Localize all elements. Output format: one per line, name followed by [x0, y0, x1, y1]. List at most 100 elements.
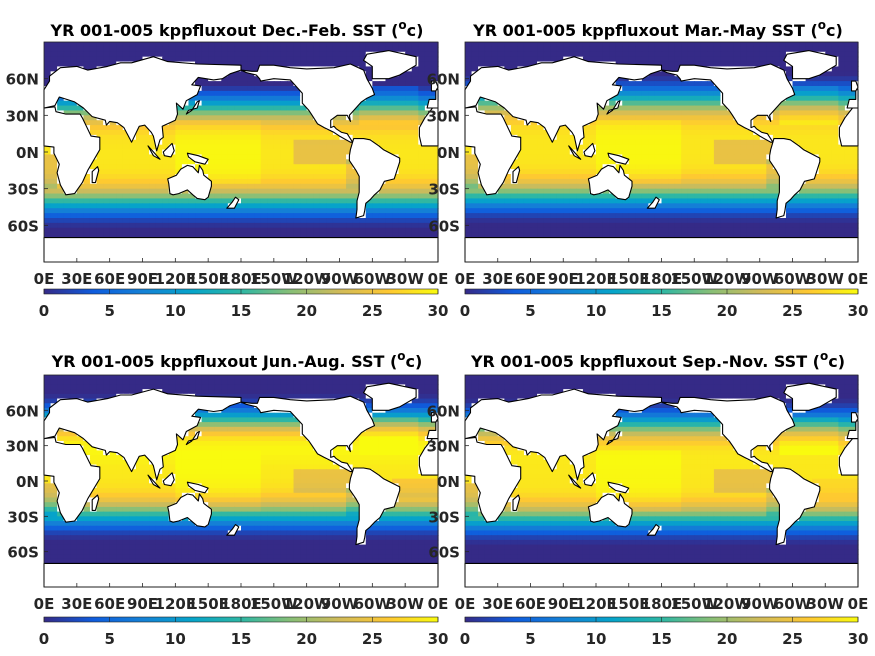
sst-cell [149, 232, 157, 239]
sst-cell [792, 120, 800, 126]
sst-cell [661, 198, 669, 204]
sst-cell [221, 110, 229, 116]
sst-cell [286, 61, 295, 68]
sst-cell [550, 169, 558, 175]
sst-cell [195, 130, 203, 136]
sst-cell [537, 46, 545, 53]
sst-cell [609, 100, 617, 107]
sst-cell [135, 227, 144, 234]
sst-cell [674, 213, 682, 219]
sst-cell [162, 174, 170, 180]
sst-cell [247, 139, 255, 146]
sst-cell [799, 115, 807, 121]
sst-cell [654, 125, 663, 131]
sst-cell [208, 227, 216, 234]
sst-cell [286, 232, 295, 239]
sst-cell [635, 193, 643, 200]
sst-cell [247, 232, 255, 239]
sst-cell [260, 115, 268, 121]
sst-cell [286, 213, 295, 219]
sst-cell [792, 134, 800, 141]
sst-cell [254, 188, 262, 195]
sst-cell [733, 154, 741, 160]
sst-cell [405, 139, 413, 146]
sst-cell [142, 222, 150, 229]
sst-cell [188, 198, 196, 204]
sst-cell [398, 178, 406, 185]
sst-cell [306, 222, 314, 229]
sst-cell [221, 213, 229, 219]
sst-cell [825, 183, 833, 190]
sst-cell [214, 81, 222, 87]
sst-cell [424, 42, 433, 48]
sst-cell [195, 227, 203, 234]
sst-cell [280, 193, 288, 200]
sst-cell [313, 169, 321, 175]
sst-cell [227, 208, 236, 214]
sst-cell [694, 90, 702, 97]
sst-cell [300, 61, 308, 68]
sst-cell [57, 188, 65, 195]
sst-cell [135, 198, 144, 204]
sst-cell [753, 56, 761, 63]
sst-cell [805, 86, 813, 92]
sst-cell [221, 159, 229, 165]
sst-cell [491, 42, 499, 48]
sst-cell [129, 193, 137, 200]
sst-cell [818, 86, 826, 92]
sst-cell [576, 149, 584, 156]
sst-cell [818, 76, 826, 82]
sst-cell [346, 42, 354, 48]
sst-cell [471, 193, 479, 200]
sst-cell [740, 213, 748, 219]
sst-cell [411, 169, 419, 175]
sst-cell [142, 130, 150, 136]
sst-cell [332, 178, 341, 185]
sst-cell [465, 188, 473, 195]
sst-cell [687, 100, 695, 107]
sst-cell [273, 42, 281, 48]
sst-cell [280, 213, 288, 219]
sst-cell [465, 154, 473, 160]
sst-cell [582, 178, 591, 185]
sst-cell [286, 51, 295, 58]
sst-cell [221, 130, 229, 136]
sst-cell [851, 188, 859, 195]
sst-cell [674, 188, 682, 195]
sst-cell [411, 203, 419, 209]
sst-cell [805, 134, 813, 141]
sst-cell [392, 76, 400, 82]
sst-cell [635, 110, 643, 116]
sst-cell [478, 56, 486, 63]
sst-cell [293, 164, 301, 170]
sst-cell [221, 120, 229, 126]
sst-cell [694, 100, 702, 107]
sst-cell [201, 203, 209, 209]
sst-cell [687, 213, 695, 219]
sst-cell [227, 115, 236, 121]
sst-cell [799, 218, 807, 224]
coastline [91, 166, 100, 184]
sst-cell [654, 105, 663, 112]
sst-cell [556, 134, 564, 141]
sst-cell [700, 198, 708, 204]
sst-cell [372, 232, 380, 239]
sst-cell [339, 115, 347, 121]
sst-cell [273, 105, 281, 112]
sst-cell [569, 154, 577, 160]
sst-cell [431, 144, 439, 151]
sst-cell [155, 178, 163, 185]
sst-cell [792, 198, 800, 204]
sst-cell [844, 198, 853, 204]
sst-cell [418, 71, 426, 77]
sst-cell [392, 86, 400, 92]
sst-cell [609, 51, 617, 58]
sst-cell [431, 169, 439, 175]
sst-cell [799, 120, 807, 126]
sst-cell [339, 139, 347, 146]
sst-cell [332, 159, 341, 165]
sst-cell [831, 66, 839, 72]
sst-cell [851, 144, 859, 151]
sst-cell [129, 139, 137, 146]
sst-cell [746, 139, 754, 146]
